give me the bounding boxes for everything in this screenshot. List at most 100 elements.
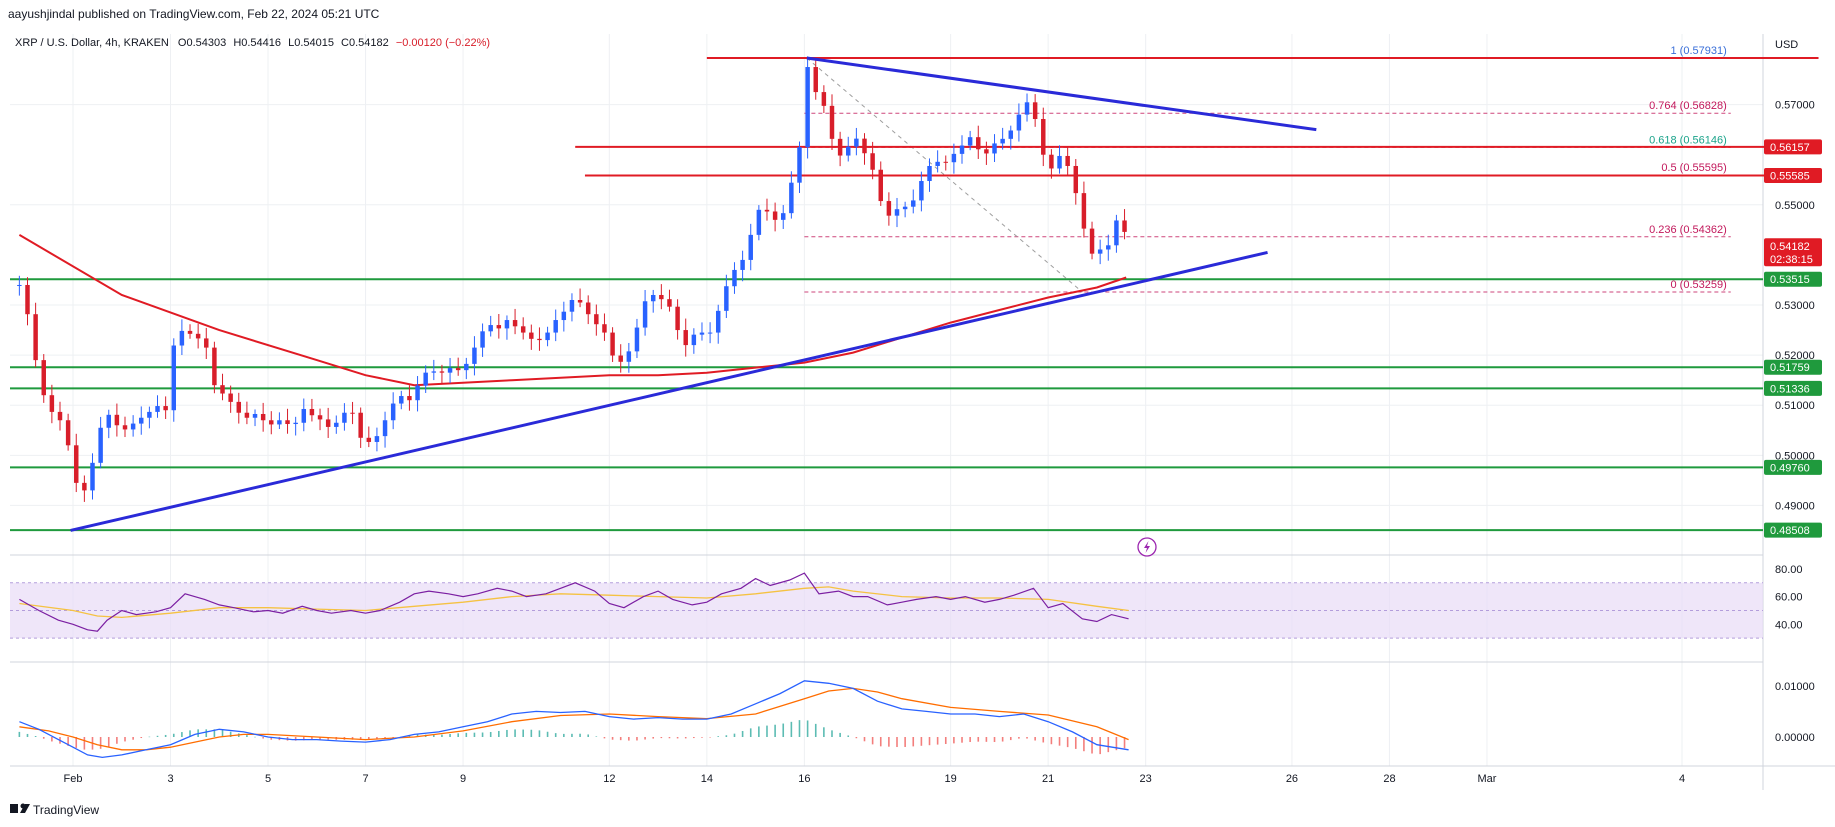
candle-body [455,368,461,371]
macd-histogram-bar [774,724,776,737]
macd-histogram-bar [1009,737,1012,741]
candle [967,130,973,151]
macd-tick-label: 0.01000 [1775,681,1815,693]
macd-histogram-bar [457,733,459,737]
candle-body [1057,155,1062,169]
macd-histogram-bar [684,737,687,739]
price-badge-box [1764,459,1822,475]
candle-body [943,161,948,163]
alert-flash-icon[interactable] [1137,537,1157,557]
candle-body [642,301,648,328]
candle [545,326,550,347]
candle [1122,209,1127,240]
candle-body [634,327,640,352]
candle-body [667,299,672,307]
time-axis[interactable]: Feb 3 5 7 9 12 14 16 19 21 23 26 28 Mar 4 [64,773,1686,785]
candle [886,192,892,226]
candle-body [1000,138,1005,144]
macd-histogram-bar [871,737,874,745]
candle-body [1065,155,1070,166]
candle [244,401,250,425]
candle-body [699,332,705,335]
macd-histogram-bar [603,737,606,739]
ohlc-open: O0.54303 [178,37,226,49]
macd-histogram-bar [205,729,208,737]
candle [17,275,22,296]
candle-body [1081,193,1087,229]
candle-body [781,213,786,220]
candle-body [821,92,827,106]
time-tick-label: 19 [945,773,957,785]
candle [626,342,632,373]
macd-histogram-bar [99,737,102,749]
price-badge: 0.49760 [1764,459,1822,475]
time-tick-label: 16 [798,773,810,785]
currency-label[interactable]: USD [1775,39,1798,51]
price-badge-box [1764,238,1822,267]
fib-level-label: 0 (0.53259) [1670,279,1726,291]
macd-histogram-bar [977,737,980,742]
candle-body [1016,114,1022,131]
price-badge: 0.51336 [1764,380,1822,396]
macd-histogram-bar [904,737,906,747]
candle [691,328,697,354]
trendlines[interactable] [70,56,1317,532]
candle [772,202,778,232]
candle [464,357,469,380]
moving-average-line [18,234,1127,387]
candle-body [854,138,859,147]
macd-histogram-bar [1107,737,1110,753]
fib-retracement[interactable]: 1 (0.57931) 0.764 (0.56828) 0.618 (0.56146… [804,45,1731,293]
trendline[interactable] [70,250,1268,532]
candle-body [561,311,567,321]
time-tick-label: 9 [460,773,466,785]
macd-histogram-bar [481,732,484,737]
candle [650,289,656,313]
price-badge: 0.48508 [1764,522,1822,538]
candle-body [390,403,396,421]
tradingview-logo-icon [10,803,30,813]
candle-body [260,413,266,421]
macd-histogram-bar [156,735,159,737]
macd-histogram-bar [132,737,134,740]
macd-histogram-bar [449,734,451,737]
candle [236,392,242,424]
price-badge-label: 0.51336 [1770,383,1810,395]
candle [147,406,152,429]
candle-body [179,330,185,346]
macd-histogram-bar [766,725,768,737]
macd-histogram-bar [758,726,760,737]
horizontal-levels[interactable] [10,56,1819,532]
macd-histogram-bar [660,737,663,739]
candle [748,223,753,271]
macd-histogram-bar [311,737,313,740]
price-axis[interactable]: 0.49000 0.50000 0.51000 0.52000 0.53000 0.550… [1775,100,1815,744]
macd-histogram-bar [18,731,21,737]
trendline[interactable] [806,56,1317,132]
macd-histogram-bar [668,737,671,739]
candle [269,411,274,435]
candle [724,274,729,319]
candle-body [740,259,745,270]
candle-body [163,406,168,411]
macd-histogram-bar [693,737,695,739]
candle-body [626,351,632,362]
candle-body [1041,119,1046,155]
candle [927,158,932,192]
candle-body [870,153,875,170]
candle [976,125,981,159]
candle-body [537,338,542,341]
candle [911,189,916,214]
price-badge-box [1764,380,1822,396]
candle-body [423,372,428,386]
candle-body [1032,102,1038,120]
candle-body [366,437,372,442]
tradingview-logo[interactable]: TradingView [10,803,99,817]
candle-body [122,425,128,430]
macd-histogram-bar [571,733,573,737]
macd-indicator [18,680,1129,759]
candle [423,365,428,393]
candle-body [1114,220,1119,246]
price-badge-box [1764,271,1822,287]
